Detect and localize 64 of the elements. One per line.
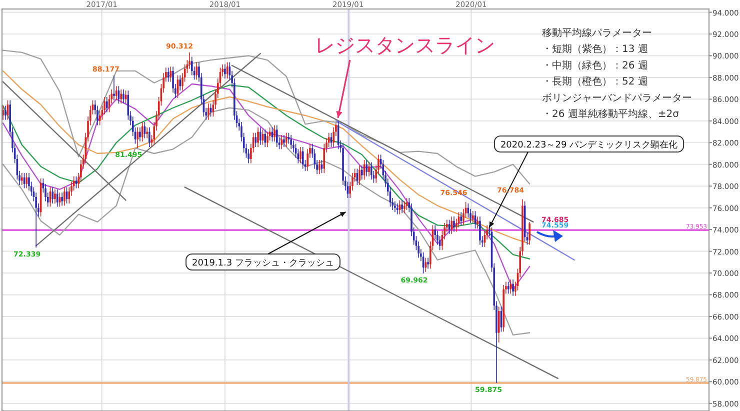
candlestick [259, 127, 262, 146]
candlestick [450, 216, 453, 234]
candlestick [318, 160, 320, 175]
candlestick [179, 74, 181, 91]
candlestick [113, 75, 115, 101]
annotation: レジスタンスライン [315, 33, 495, 57]
candlestick [191, 56, 193, 76]
candlestick [370, 162, 372, 180]
candlestick [472, 210, 474, 224]
annotation: ・長期（橙色）：52 週 [542, 76, 648, 88]
candlestick [290, 134, 292, 150]
candlestick [479, 216, 481, 246]
annotation: 2019.1.3 フラッシュ・クラッシュ [192, 258, 334, 268]
candlestick [528, 222, 530, 246]
candlestick [257, 127, 259, 148]
candlestick [361, 165, 363, 180]
candlestick [61, 192, 63, 206]
candlestick [120, 89, 122, 104]
annotation: ボリンジャーバンドパラメーター [542, 92, 692, 104]
candlestick [139, 127, 141, 142]
annotation: ・短期（紫色）：13 週 [542, 43, 648, 56]
candlestick [146, 127, 148, 139]
candlestick [188, 52, 190, 70]
candlestick [358, 165, 360, 186]
annotation: 2020.2.23～29 パンデミックリスク顕在化 [500, 140, 678, 150]
candlestick [332, 127, 334, 148]
candlestick [476, 216, 479, 229]
annotation: ・中期（緑色）：26 週 [542, 59, 648, 72]
candlestick [274, 124, 276, 142]
candlestick [26, 172, 28, 189]
candlestick [148, 127, 150, 148]
candlestick [427, 257, 429, 270]
candlestick [75, 176, 78, 189]
annotation: 移動平均線パラメーター [542, 27, 652, 39]
candlestick [394, 200, 396, 213]
candlestick [512, 279, 514, 296]
candlestick [460, 212, 462, 226]
candlestick [366, 160, 368, 177]
candlestick [280, 134, 283, 150]
candlestick [300, 146, 302, 164]
candlestick [401, 200, 403, 214]
candlestick [52, 186, 54, 204]
candlestick [122, 89, 124, 104]
candlestick [276, 124, 278, 148]
candlestick [507, 281, 510, 294]
candlestick [64, 186, 66, 206]
annotation: ・26 週単純移動平均線、±2σ [542, 108, 680, 120]
candlestick [302, 146, 304, 170]
candlestick [264, 129, 266, 148]
candlestick [285, 132, 288, 148]
candlestick [498, 306, 500, 343]
candlestick [266, 131, 268, 148]
candlestick [106, 96, 108, 113]
candlestick [54, 188, 56, 204]
candlestick [196, 62, 198, 80]
candlestick [368, 162, 370, 177]
candlestick [208, 103, 210, 120]
candlestick [453, 216, 455, 232]
candlestick [4, 105, 6, 120]
candlestick [21, 172, 23, 186]
candlestick [136, 127, 138, 149]
candlestick [404, 200, 406, 214]
candlestick [283, 134, 285, 148]
candlestick [224, 64, 226, 79]
